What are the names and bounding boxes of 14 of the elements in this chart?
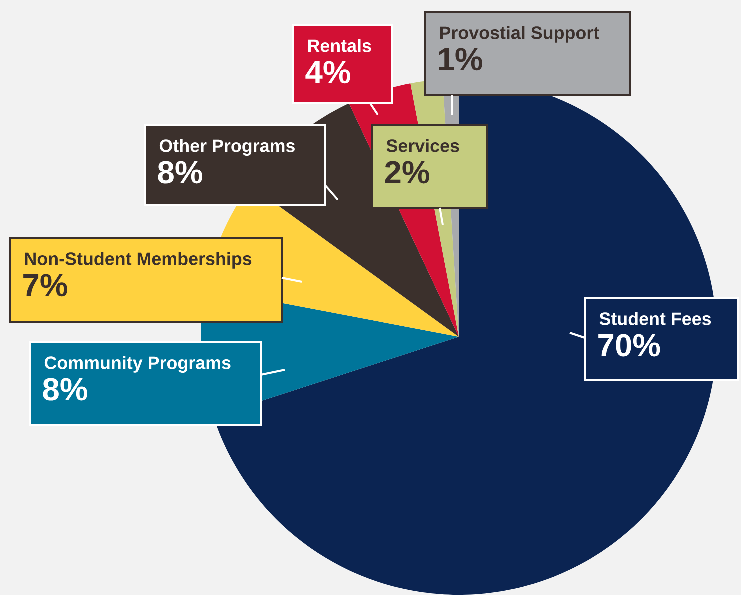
data-label: 8%: [43, 378, 88, 401]
slice-label: Non-Student Memberships: [25, 252, 252, 269]
data-label: 7%: [24, 274, 68, 297]
data-label: 70%: [598, 334, 660, 357]
data-label: 1%: [439, 48, 482, 71]
data-label: 8%: [158, 161, 202, 184]
slice-label: Community Programs: [44, 356, 231, 373]
slice-label: Rentals: [308, 39, 372, 52]
slice-label: Services: [386, 139, 460, 152]
slice-label: Other Programs: [160, 139, 295, 156]
slice-label: Student Fees: [600, 312, 712, 326]
data-label: 2%: [385, 161, 430, 184]
slice-label: Provostial Support: [440, 26, 600, 43]
data-label: 4%: [306, 61, 350, 84]
